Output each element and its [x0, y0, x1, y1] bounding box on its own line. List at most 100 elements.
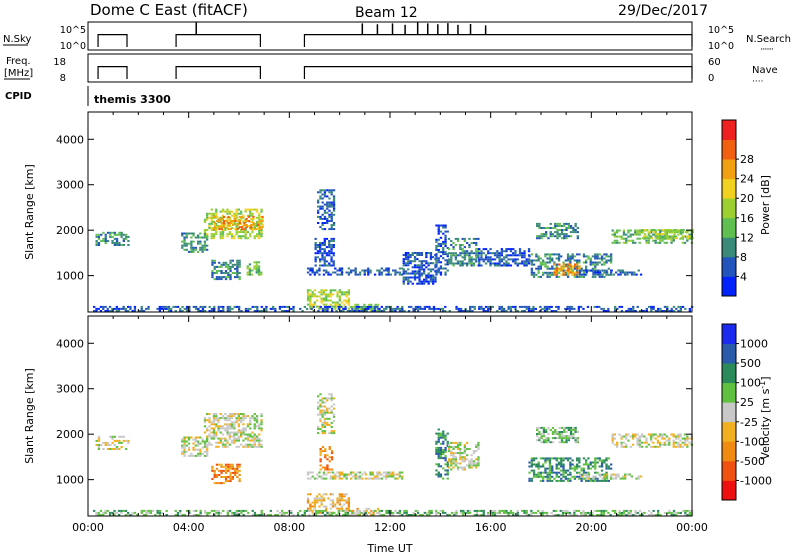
velocity-cell — [398, 471, 402, 474]
velocity-cell — [563, 441, 566, 444]
power-cell — [147, 305, 150, 308]
power-cell — [256, 307, 259, 310]
velocity-cell — [540, 426, 543, 429]
power-cell — [224, 278, 228, 281]
power-cell — [219, 237, 222, 240]
velocity-cell — [331, 499, 335, 502]
power-cell — [309, 297, 312, 300]
velocity-cell — [546, 477, 549, 480]
velocity-cell — [600, 514, 603, 516]
velocity-cell — [546, 475, 549, 478]
velocity-cell — [334, 473, 337, 476]
power-cell — [208, 222, 211, 225]
power-cell — [578, 273, 582, 276]
velocity-cell — [610, 473, 613, 476]
velocity-cell — [329, 493, 332, 496]
power-colorbar-tick-label: 12 — [740, 231, 754, 244]
velocity-cell — [319, 448, 322, 450]
velocity-cell — [564, 475, 567, 478]
velocity-cell — [244, 427, 247, 430]
velocity-cell — [201, 452, 204, 455]
velocity-cell — [589, 477, 592, 480]
velocity-cell — [435, 440, 438, 443]
velocity-cell — [547, 433, 550, 435]
power-cell — [647, 233, 650, 236]
power-cell — [435, 238, 438, 241]
velocity-cell — [210, 437, 213, 440]
velocity-cell — [447, 458, 451, 461]
power-cell — [407, 256, 410, 259]
power-cell — [614, 305, 617, 308]
velocity-cell — [206, 429, 209, 432]
power-cell — [611, 229, 614, 232]
velocity-cell — [560, 459, 563, 462]
velocity-cell — [190, 454, 193, 457]
velocity-cell — [555, 459, 558, 462]
power-cell — [500, 252, 503, 255]
power-cell — [407, 260, 410, 263]
power-cell — [442, 257, 445, 260]
power-cell — [507, 307, 510, 310]
power-cell — [444, 253, 447, 256]
velocity-cell — [312, 511, 315, 514]
velocity-cell — [620, 511, 624, 514]
power-cell — [210, 214, 213, 217]
power-cell — [463, 240, 466, 242]
power-cell — [316, 246, 320, 249]
velocity-cell — [439, 509, 442, 512]
velocity-cell — [435, 511, 438, 514]
power-cell — [500, 248, 503, 251]
power-cell — [482, 307, 485, 310]
power-cell — [244, 208, 247, 211]
power-cell — [369, 305, 372, 308]
velocity-cell — [557, 475, 561, 478]
velocity-cell — [677, 445, 680, 448]
velocity-cell — [444, 463, 447, 466]
velocity-cell — [323, 419, 327, 422]
power-cell — [319, 226, 322, 229]
power-cell — [283, 310, 286, 312]
velocity-cell — [551, 475, 554, 478]
velocity-cell — [539, 479, 542, 482]
power-cell — [247, 215, 251, 218]
velocity-cell — [546, 473, 549, 476]
velocity-cell — [321, 466, 325, 469]
power-cell — [514, 254, 517, 257]
power-cell — [679, 310, 682, 312]
velocity-cell — [683, 441, 687, 444]
velocity-cell — [392, 473, 395, 476]
velocity-cell — [450, 450, 453, 453]
velocity-cell — [560, 437, 564, 440]
power-cell — [369, 271, 372, 274]
velocity-cell — [330, 452, 334, 455]
velocity-cell — [562, 473, 565, 476]
velocity-cell — [140, 509, 143, 512]
velocity-cell — [111, 437, 114, 440]
velocity-cell — [251, 437, 254, 440]
power-cell — [389, 305, 392, 308]
power-cell — [224, 229, 227, 231]
power-cell — [330, 213, 333, 216]
power-cell — [221, 237, 225, 240]
velocity-cell — [437, 457, 440, 460]
power-cell — [313, 303, 316, 306]
power-cell — [487, 260, 490, 263]
power-cell — [680, 229, 683, 231]
velocity-cell — [240, 431, 243, 434]
velocity-cell — [352, 509, 355, 512]
power-cell — [206, 216, 209, 219]
velocity-cell — [311, 505, 314, 508]
power-cell — [429, 274, 433, 277]
power-cell — [473, 307, 476, 310]
power-cell — [459, 252, 462, 255]
power-cell — [222, 220, 226, 222]
power-cell — [537, 275, 540, 278]
power-cell — [652, 305, 655, 308]
power-cell — [622, 237, 626, 240]
velocity-cell — [566, 477, 570, 480]
velocity-cell — [498, 511, 501, 514]
power-cell — [253, 267, 256, 270]
velocity-cell — [559, 514, 562, 516]
velocity-cell — [234, 471, 237, 474]
